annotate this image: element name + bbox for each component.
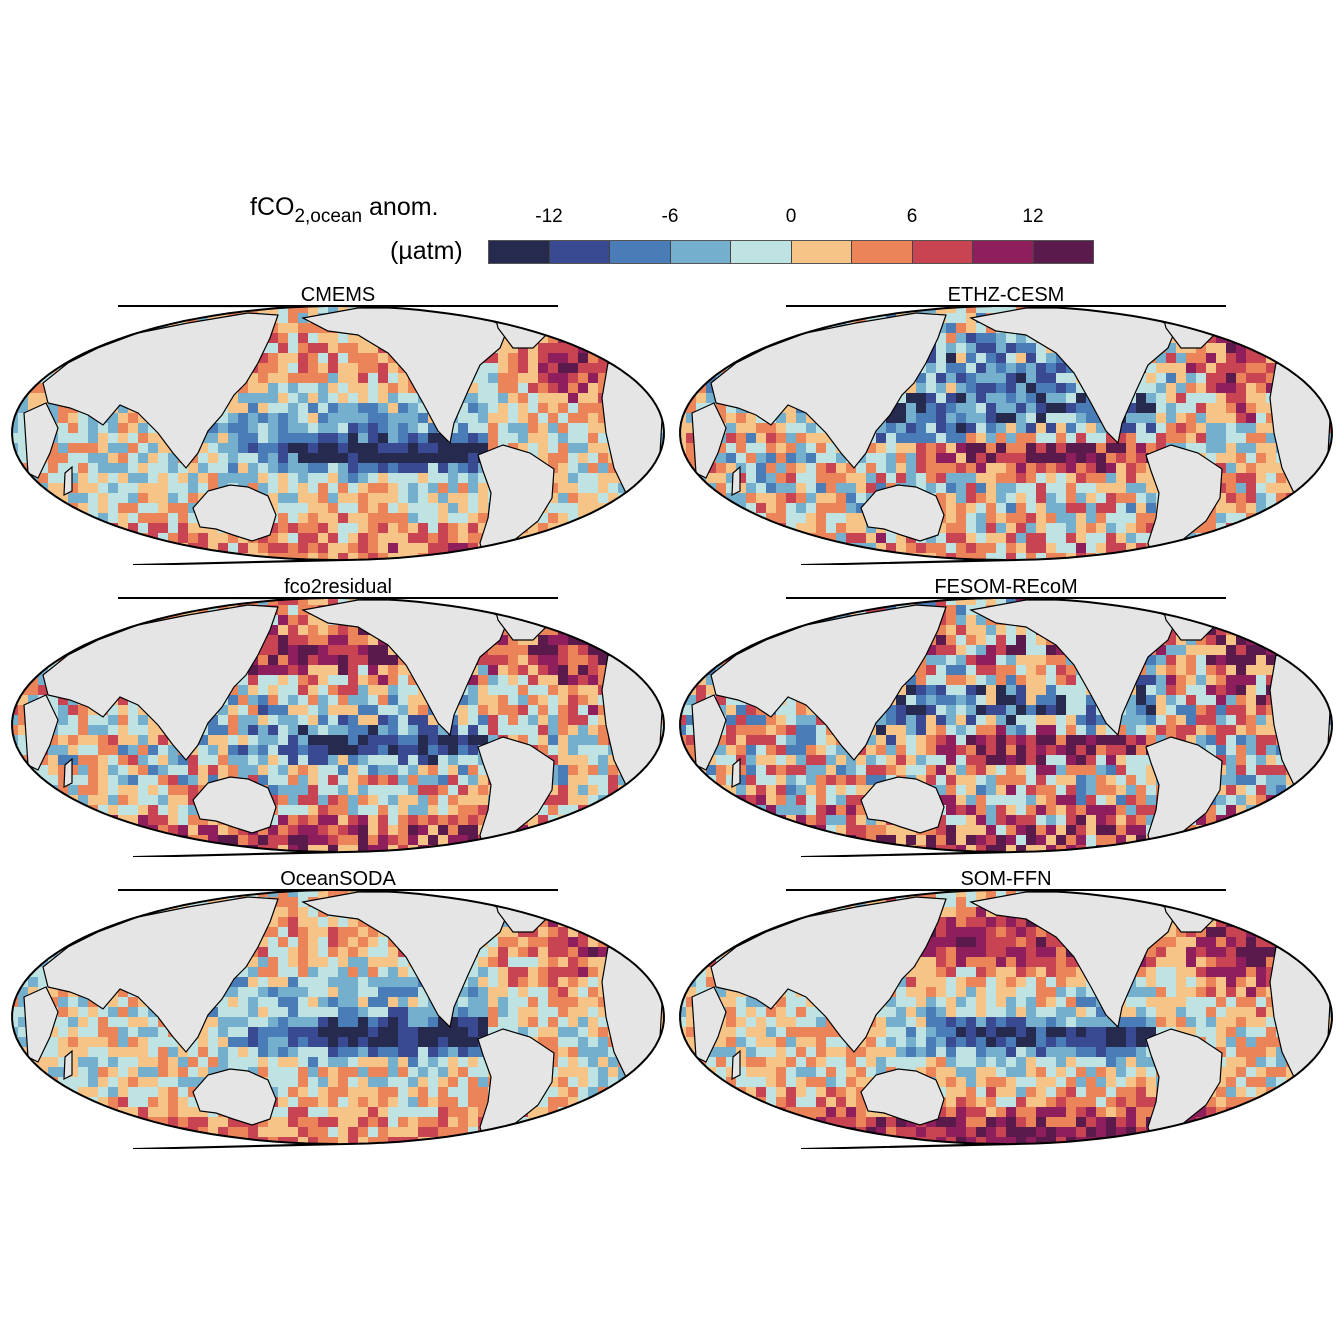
colorbar-swatch [610, 241, 671, 263]
colorbar-swatch [912, 241, 973, 263]
legend-title-tail: anom. [362, 193, 439, 221]
map-panel-cmems: CMEMS [8, 283, 668, 565]
colorbar-swatch [731, 241, 792, 263]
colorbar-swatch [489, 241, 550, 263]
map-panel-fco2residual: fco2residual [8, 575, 668, 857]
colorbar-swatch [852, 241, 913, 263]
map-panel-som-ffn: SOM-FFN [676, 867, 1336, 1149]
colorbar-swatch [549, 241, 610, 263]
colorbar-tick: 6 [906, 206, 918, 227]
legend-unit: (µatm) [390, 237, 463, 265]
panel-title: fco2residual [284, 576, 392, 598]
colorbar-swatch [973, 241, 1034, 263]
map-panel-fesom-recom: FESOM-REcoM [676, 575, 1336, 857]
panel-title: CMEMS [300, 284, 376, 306]
legend-title: fCO2,ocean anom. [250, 193, 439, 227]
anomaly-map [11, 597, 665, 857]
anomaly-map [679, 889, 1333, 1149]
colorbar-tick: -12 [535, 206, 563, 227]
colorbar-swatch [1033, 241, 1093, 263]
map-panel-oceansoda: OceanSODA [8, 867, 668, 1149]
anomaly-map [679, 597, 1333, 857]
panel-title: SOM-FFN [960, 868, 1052, 890]
panel-title: OceanSODA [280, 868, 396, 890]
colorbar-swatch [791, 241, 852, 263]
anomaly-map [11, 305, 665, 565]
anomaly-map [11, 889, 665, 1149]
colorbar-swatch [670, 241, 731, 263]
anomaly-map [679, 305, 1333, 565]
colorbar [488, 240, 1094, 264]
colorbar-tick: 12 [1022, 206, 1044, 227]
colorbar-tick: 0 [785, 206, 797, 227]
map-panel-ethz-cesm: ETHZ-CESM [676, 283, 1336, 565]
legend-title-subscript: 2,ocean [294, 206, 363, 227]
colorbar-tick: -6 [661, 206, 679, 227]
panel-title: FESOM-REcoM [934, 576, 1078, 598]
legend-title-main: fCO [250, 193, 295, 221]
panel-title: ETHZ-CESM [947, 284, 1065, 306]
